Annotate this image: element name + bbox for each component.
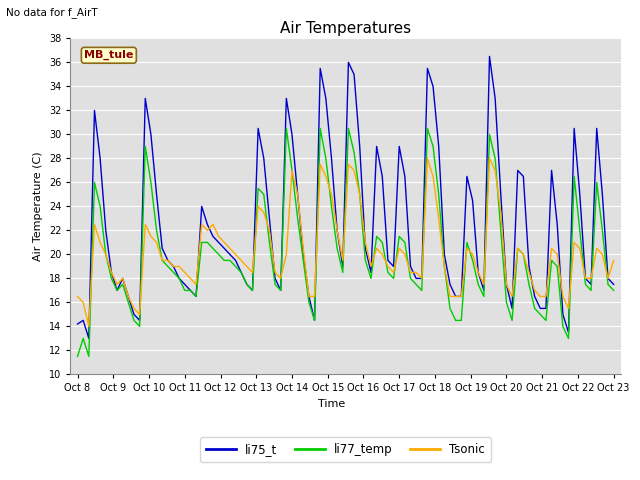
li75_t bbox=[576, 192, 584, 197]
li77_temp bbox=[226, 257, 234, 263]
li77_temp bbox=[570, 173, 578, 179]
li75_t bbox=[486, 53, 493, 59]
Tsonic bbox=[367, 264, 375, 269]
li75_t bbox=[367, 269, 375, 275]
li77_temp bbox=[147, 180, 155, 185]
li75_t bbox=[610, 281, 618, 287]
li75_t bbox=[350, 72, 358, 77]
Tsonic bbox=[232, 252, 239, 257]
Legend: li75_t, li77_temp, Tsonic: li75_t, li77_temp, Tsonic bbox=[200, 437, 491, 462]
li77_temp bbox=[311, 318, 319, 324]
li77_temp bbox=[367, 276, 375, 281]
Title: Air Temperatures: Air Temperatures bbox=[280, 21, 411, 36]
Y-axis label: Air Temperature (C): Air Temperature (C) bbox=[33, 152, 44, 261]
li75_t bbox=[153, 192, 161, 197]
li75_t bbox=[232, 257, 239, 263]
li75_t bbox=[311, 318, 319, 324]
Text: MB_tule: MB_tule bbox=[84, 50, 134, 60]
Line: li75_t: li75_t bbox=[77, 56, 614, 338]
li77_temp bbox=[350, 150, 358, 156]
Tsonic bbox=[74, 293, 81, 300]
li75_t bbox=[85, 336, 93, 341]
Tsonic bbox=[610, 257, 618, 263]
li77_temp bbox=[282, 125, 290, 131]
Text: No data for f_AirT: No data for f_AirT bbox=[6, 7, 98, 18]
Tsonic bbox=[85, 324, 93, 329]
Tsonic bbox=[576, 245, 584, 252]
li77_temp bbox=[74, 353, 81, 359]
Tsonic bbox=[350, 168, 358, 173]
li77_temp bbox=[610, 288, 618, 293]
X-axis label: Time: Time bbox=[318, 399, 346, 409]
Line: Tsonic: Tsonic bbox=[77, 158, 614, 326]
Line: li77_temp: li77_temp bbox=[77, 128, 614, 356]
Tsonic bbox=[424, 156, 431, 161]
li75_t bbox=[74, 321, 81, 327]
Tsonic bbox=[311, 293, 319, 300]
Tsonic bbox=[153, 240, 161, 245]
